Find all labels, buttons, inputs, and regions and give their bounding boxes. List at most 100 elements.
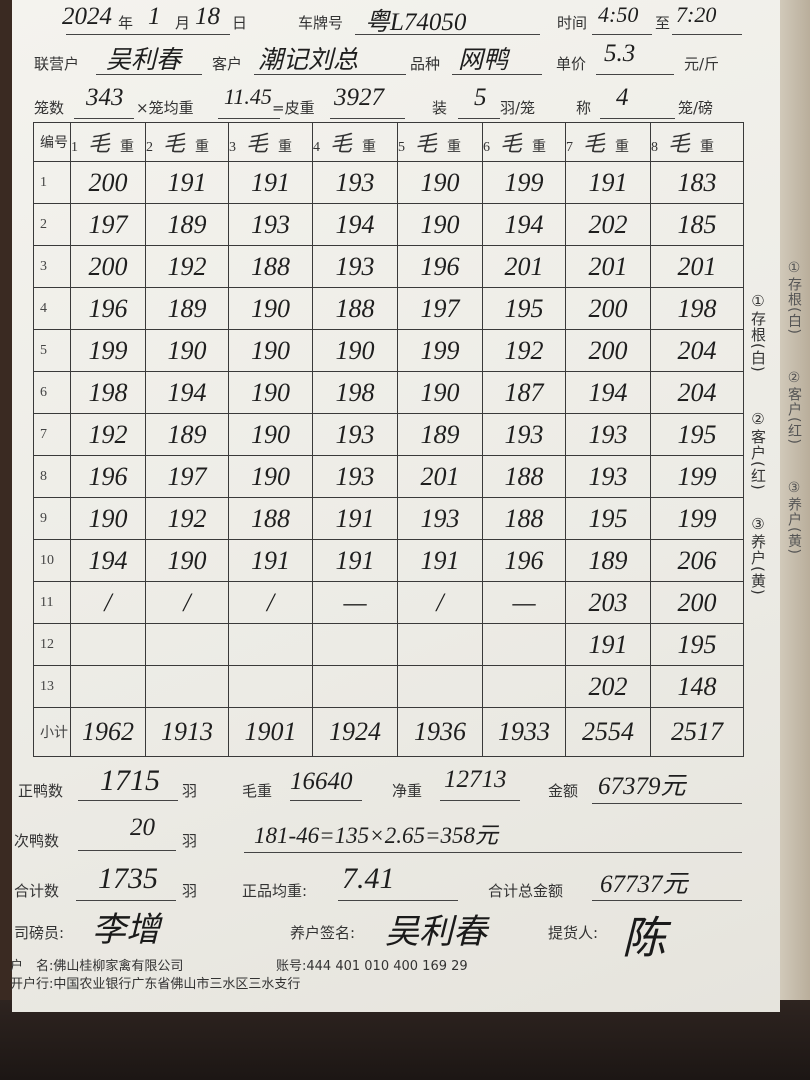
- weight-cell: 189: [397, 413, 483, 456]
- net-label: 净重: [392, 782, 423, 800]
- weight-cell: 188: [312, 287, 398, 330]
- copy-label-customer: ②客户(红): [749, 410, 767, 491]
- total-count-label: 合计数: [14, 882, 60, 900]
- weight-cell: 190: [145, 329, 229, 372]
- weight-cell: 196: [70, 287, 146, 330]
- picker-signature: 陈: [622, 914, 666, 963]
- picker-label: 提货人:: [548, 924, 599, 942]
- column-number: 7: [566, 140, 573, 155]
- net-value: 12713: [444, 766, 507, 793]
- weight-cell: [228, 665, 313, 708]
- weight-cell: 199: [482, 161, 566, 204]
- price-unit: 元/斤: [684, 55, 720, 73]
- column-label: 重: [120, 140, 135, 155]
- bank-name: 中国农业银行广东省佛山市三水区三水支行: [53, 977, 301, 992]
- column-label: 重: [195, 140, 210, 155]
- table-row: 11// / — / —203 200: [33, 581, 744, 624]
- subtotal-cell: 2517: [650, 707, 744, 757]
- breed-value: 网鸭: [458, 47, 509, 74]
- underlying-copy-label: ②客户(红): [786, 370, 802, 445]
- subtotal-cell: 1913: [145, 707, 229, 757]
- column-label: 重: [532, 140, 547, 155]
- table-row: 12 191 195: [33, 623, 744, 666]
- row-number: 4: [33, 287, 71, 330]
- weight-cell: 189: [565, 539, 651, 582]
- weight-cell: 192: [482, 329, 566, 372]
- weight-cell: 194: [565, 371, 651, 414]
- weight-cell: 196: [70, 455, 146, 498]
- per-cage-value: 5: [474, 84, 487, 111]
- year-label: 年: [118, 14, 134, 32]
- weight-cell: 189: [145, 287, 229, 330]
- column-label: 重: [278, 140, 293, 155]
- weight-cell: 198: [650, 287, 744, 330]
- total-amount-label: 合计总金额: [488, 882, 564, 900]
- per-cage-unit: 羽/笼: [500, 99, 536, 117]
- bird-unit: 羽: [182, 832, 198, 850]
- weight-cell: [312, 623, 398, 666]
- sub-ducks-calculation: 181-46=135×2.65=358元: [254, 823, 498, 848]
- weight-cell: /: [397, 581, 483, 624]
- column-number: 2: [146, 140, 153, 155]
- weight-cell: [312, 665, 398, 708]
- table-row: 1 200 191 191 193 190 199 191 183: [33, 161, 744, 204]
- weight-cell: 194: [70, 539, 146, 582]
- account-name: 佛山桂柳家禽有限公司: [53, 959, 184, 974]
- weight-cell: 191: [228, 539, 313, 582]
- weight-cell: 190: [228, 371, 313, 414]
- column-mark: 毛: [583, 131, 606, 156]
- copy-label-stub: ①存根(白): [749, 292, 767, 373]
- weight-cell: 193: [228, 203, 313, 246]
- weight-cell: 193: [312, 161, 398, 204]
- bank-label: 开户行:: [10, 977, 54, 992]
- column-label: 重: [447, 140, 462, 155]
- weight-cell: /: [145, 581, 229, 624]
- column-number: 5: [398, 140, 405, 155]
- weight-cell: 202: [565, 665, 651, 708]
- table-header-row: 编号 1 毛重 2 毛重 3 毛重 4 毛重 5 毛重 6 毛重 7 毛重 8 毛重: [33, 122, 744, 162]
- weight-cell: 189: [145, 203, 229, 246]
- weigh-label: 称: [576, 99, 592, 117]
- day-value: 18: [195, 3, 220, 30]
- avg-weight-value: 7.41: [342, 862, 395, 895]
- account-name-label: 户 名:: [10, 959, 54, 974]
- weight-cell: 191: [565, 161, 651, 204]
- weight-cell: 190: [397, 203, 483, 246]
- weight-cell: 192: [145, 245, 229, 288]
- table-row: 9 190 192 188 191 193 188 195 199: [33, 497, 744, 540]
- subtotal-cell: 1933: [482, 707, 566, 757]
- table-row: 13 202 148: [33, 665, 744, 708]
- weight-cell: 199: [650, 455, 744, 498]
- column-label: 重: [362, 140, 377, 155]
- weight-cell: 200: [565, 287, 651, 330]
- weight-cell: 187: [482, 371, 566, 414]
- tare-value: 3927: [334, 84, 384, 111]
- day-label: 日: [232, 14, 248, 32]
- total-amount-value: 67737元: [600, 871, 688, 898]
- weight-cell: 191: [565, 623, 651, 666]
- copy-label-farmer: ③养户(黄): [749, 515, 767, 596]
- column-mark: 毛: [330, 131, 353, 156]
- cages-value: 343: [86, 84, 124, 111]
- column-mark: 毛: [88, 131, 111, 156]
- weight-cell: 190: [145, 539, 229, 582]
- row-number: 5: [33, 329, 71, 372]
- amount-value: 67379元: [598, 773, 686, 800]
- weigh-unit: 笼/磅: [678, 99, 714, 117]
- column-mark: 毛: [246, 131, 269, 156]
- farmer-signature: 吴利春: [385, 914, 487, 951]
- weight-cell: 190: [228, 329, 313, 372]
- weight-cell: [482, 623, 566, 666]
- weight-cell: 200: [70, 161, 146, 204]
- farmer-label: 养户签名:: [290, 924, 356, 942]
- avg-weight-label: 正品均重:: [242, 882, 308, 900]
- weight-cell: 188: [228, 497, 313, 540]
- weight-cell: 201: [650, 245, 744, 288]
- weight-cell: [482, 665, 566, 708]
- weight-cell: 192: [70, 413, 146, 456]
- table-row: 3 200 192 188 193 196 201 201 201: [33, 245, 744, 288]
- year-value: 2024: [62, 3, 112, 30]
